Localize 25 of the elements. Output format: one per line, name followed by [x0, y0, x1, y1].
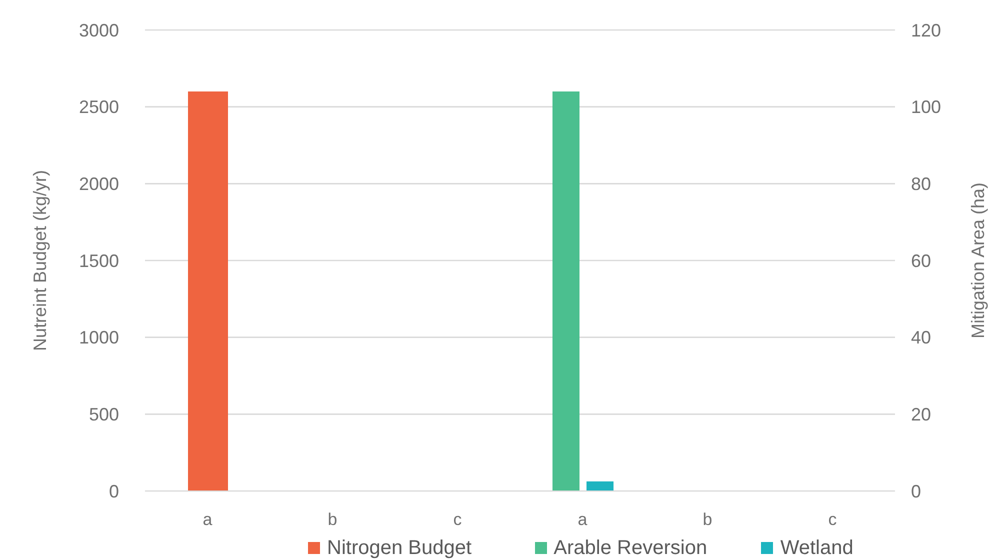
y-axis-title: Nutreint Budget (kg/yr) — [30, 170, 50, 352]
legend-label: Nitrogen Budget — [327, 537, 472, 559]
y-tick-label: 2500 — [78, 97, 119, 118]
x-tick-label: b — [702, 510, 712, 530]
x-tick-label: c — [828, 510, 838, 530]
legend-label: Arable Reversion — [554, 537, 708, 559]
y2-tick-label: 120 — [911, 20, 942, 40]
x-tick-label: a — [578, 510, 588, 530]
y-tick-label: 0 — [108, 481, 119, 502]
y2-tick-label: 20 — [911, 404, 932, 425]
x-tick-label: c — [453, 510, 462, 530]
y2-tick-label: 100 — [911, 97, 942, 118]
x-tick-label: a — [202, 510, 213, 530]
y2-axis-title: Mitigation Area (ha) — [968, 182, 988, 339]
y-tick-label: 3000 — [78, 20, 119, 40]
y-tick-label: 2000 — [78, 174, 119, 194]
y2-tick-label: 80 — [911, 174, 932, 194]
y2-tick-label: 40 — [911, 328, 932, 348]
x-tick-label: b — [328, 510, 338, 530]
y-tick-label: 1000 — [78, 328, 119, 348]
y2-tick-label: 60 — [911, 250, 932, 271]
y2-tick-label: 0 — [911, 481, 922, 502]
legend-label: Wetland — [780, 537, 854, 559]
y-tick-label: 500 — [88, 404, 119, 425]
y-tick-label: 1500 — [78, 250, 119, 271]
